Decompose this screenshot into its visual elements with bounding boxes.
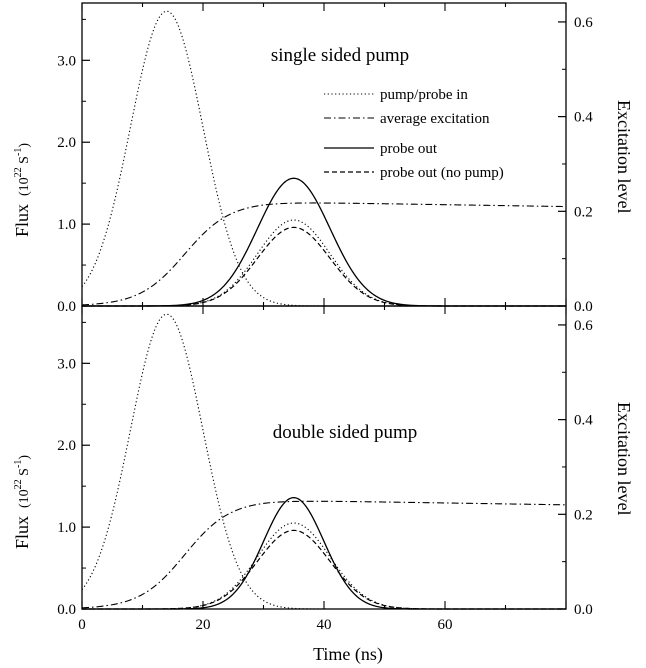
legend-label-probe-out-no-pump: probe out (no pump) bbox=[380, 165, 504, 181]
y-axis-unit-s-bottom: S bbox=[17, 468, 32, 479]
y-axis-title-flux: Flux bbox=[12, 204, 32, 237]
y-tick-label-left-top-2: 2.0 bbox=[57, 135, 76, 151]
y-axis-unit-close-bottom: ) bbox=[17, 455, 32, 460]
y-tick-label-left-bottom-1: 1.0 bbox=[57, 520, 76, 536]
y-tick-label-right-top-1: 0.2 bbox=[574, 204, 593, 220]
y-tick-label-left-top-1: 1.0 bbox=[57, 217, 76, 233]
y-tick-label-left-bottom-0: 0.0 bbox=[57, 602, 76, 618]
x-tick-label-2: 40 bbox=[317, 617, 332, 633]
y-axis-title-left-bottom: Flux (1022 S-1) bbox=[12, 455, 32, 549]
y-axis-unit-exp: 22 bbox=[13, 167, 24, 177]
x-tick-label-3: 60 bbox=[438, 617, 453, 633]
y-axis-unit-exp2: -1 bbox=[13, 148, 24, 156]
series-top-probe-out bbox=[82, 177, 566, 307]
series-top-average-excitation bbox=[81, 202, 567, 306]
series-bottom bbox=[81, 313, 567, 610]
y-axis-title-right-bottom: Excitation level bbox=[614, 402, 634, 515]
series-top-probe-in-dotted-4 bbox=[82, 219, 566, 307]
legend-label-pump-probe-in: pump/probe in bbox=[380, 87, 468, 103]
x-tick-label-1: 20 bbox=[196, 617, 211, 633]
y-axis-title-right-top: Excitation level bbox=[614, 100, 634, 213]
panel-bottom: double sided pump Flux (1022 S-1) Excitat… bbox=[12, 305, 634, 665]
legend-label-probe-out: probe out bbox=[380, 141, 438, 157]
series-bottom-pump-probe-in bbox=[81, 313, 566, 610]
y-axis-unit-s: S bbox=[17, 156, 32, 167]
y-tick-label-left-top-3: 3.0 bbox=[57, 53, 76, 69]
y-tick-label-right-bottom-2: 0.4 bbox=[574, 413, 593, 429]
y-tick-label-right-bottom-3: 0.6 bbox=[574, 318, 593, 334]
x-axis-title: Time (ns) bbox=[313, 644, 383, 665]
panel-title-bottom: double sided pump bbox=[273, 422, 418, 443]
panel-top: single sided pump pump/probe in average … bbox=[12, 2, 634, 315]
y-axis-unit-exp2-bottom: -1 bbox=[13, 460, 24, 468]
y-tick-label-right-bottom-0: 0.0 bbox=[574, 602, 593, 618]
series-bottom-probe-in-dotted-4 bbox=[82, 522, 566, 610]
y-axis-unit-open-bottom: (10 bbox=[17, 489, 32, 508]
panel-title-top: single sided pump bbox=[271, 45, 409, 66]
y-axis-unit-open: (10 bbox=[17, 177, 32, 196]
y-tick-label-left-top-0: 0.0 bbox=[57, 299, 76, 315]
y-tick-label-right-top-0: 0.0 bbox=[574, 299, 593, 315]
plot-frame-bottom bbox=[81, 305, 567, 610]
y-tick-label-right-bottom-1: 0.2 bbox=[574, 507, 593, 523]
y-axis-unit-close: ) bbox=[17, 143, 32, 148]
legend-label-average-excitation: average excitation bbox=[380, 111, 490, 127]
y-tick-label-right-top-2: 0.4 bbox=[574, 110, 593, 126]
series-bottom-average-excitation bbox=[81, 500, 567, 609]
y-axis-unit-exp-bottom: 22 bbox=[13, 479, 24, 489]
ticks-bottom: 0.0 1.0 2.0 3.0 0.0 0.2 0.4 0.6 0 20 40 60 bbox=[57, 306, 593, 633]
series-top-probe-out-no-pump bbox=[82, 226, 566, 307]
legend: pump/probe in average excitation probe o… bbox=[324, 87, 504, 181]
y-tick-label-left-bottom-2: 2.0 bbox=[57, 438, 76, 454]
y-axis-title-left-top: Flux (1022 S-1) bbox=[12, 143, 32, 237]
y-axis-title-flux-bottom: Flux bbox=[12, 516, 32, 549]
ticks-top: 0.0 1.0 2.0 3.0 0.0 0.2 0.4 0.6 bbox=[57, 3, 593, 315]
x-tick-label-0: 0 bbox=[78, 617, 86, 633]
y-tick-label-left-bottom-3: 3.0 bbox=[57, 356, 76, 372]
y-tick-label-right-top-3: 0.6 bbox=[574, 15, 593, 31]
